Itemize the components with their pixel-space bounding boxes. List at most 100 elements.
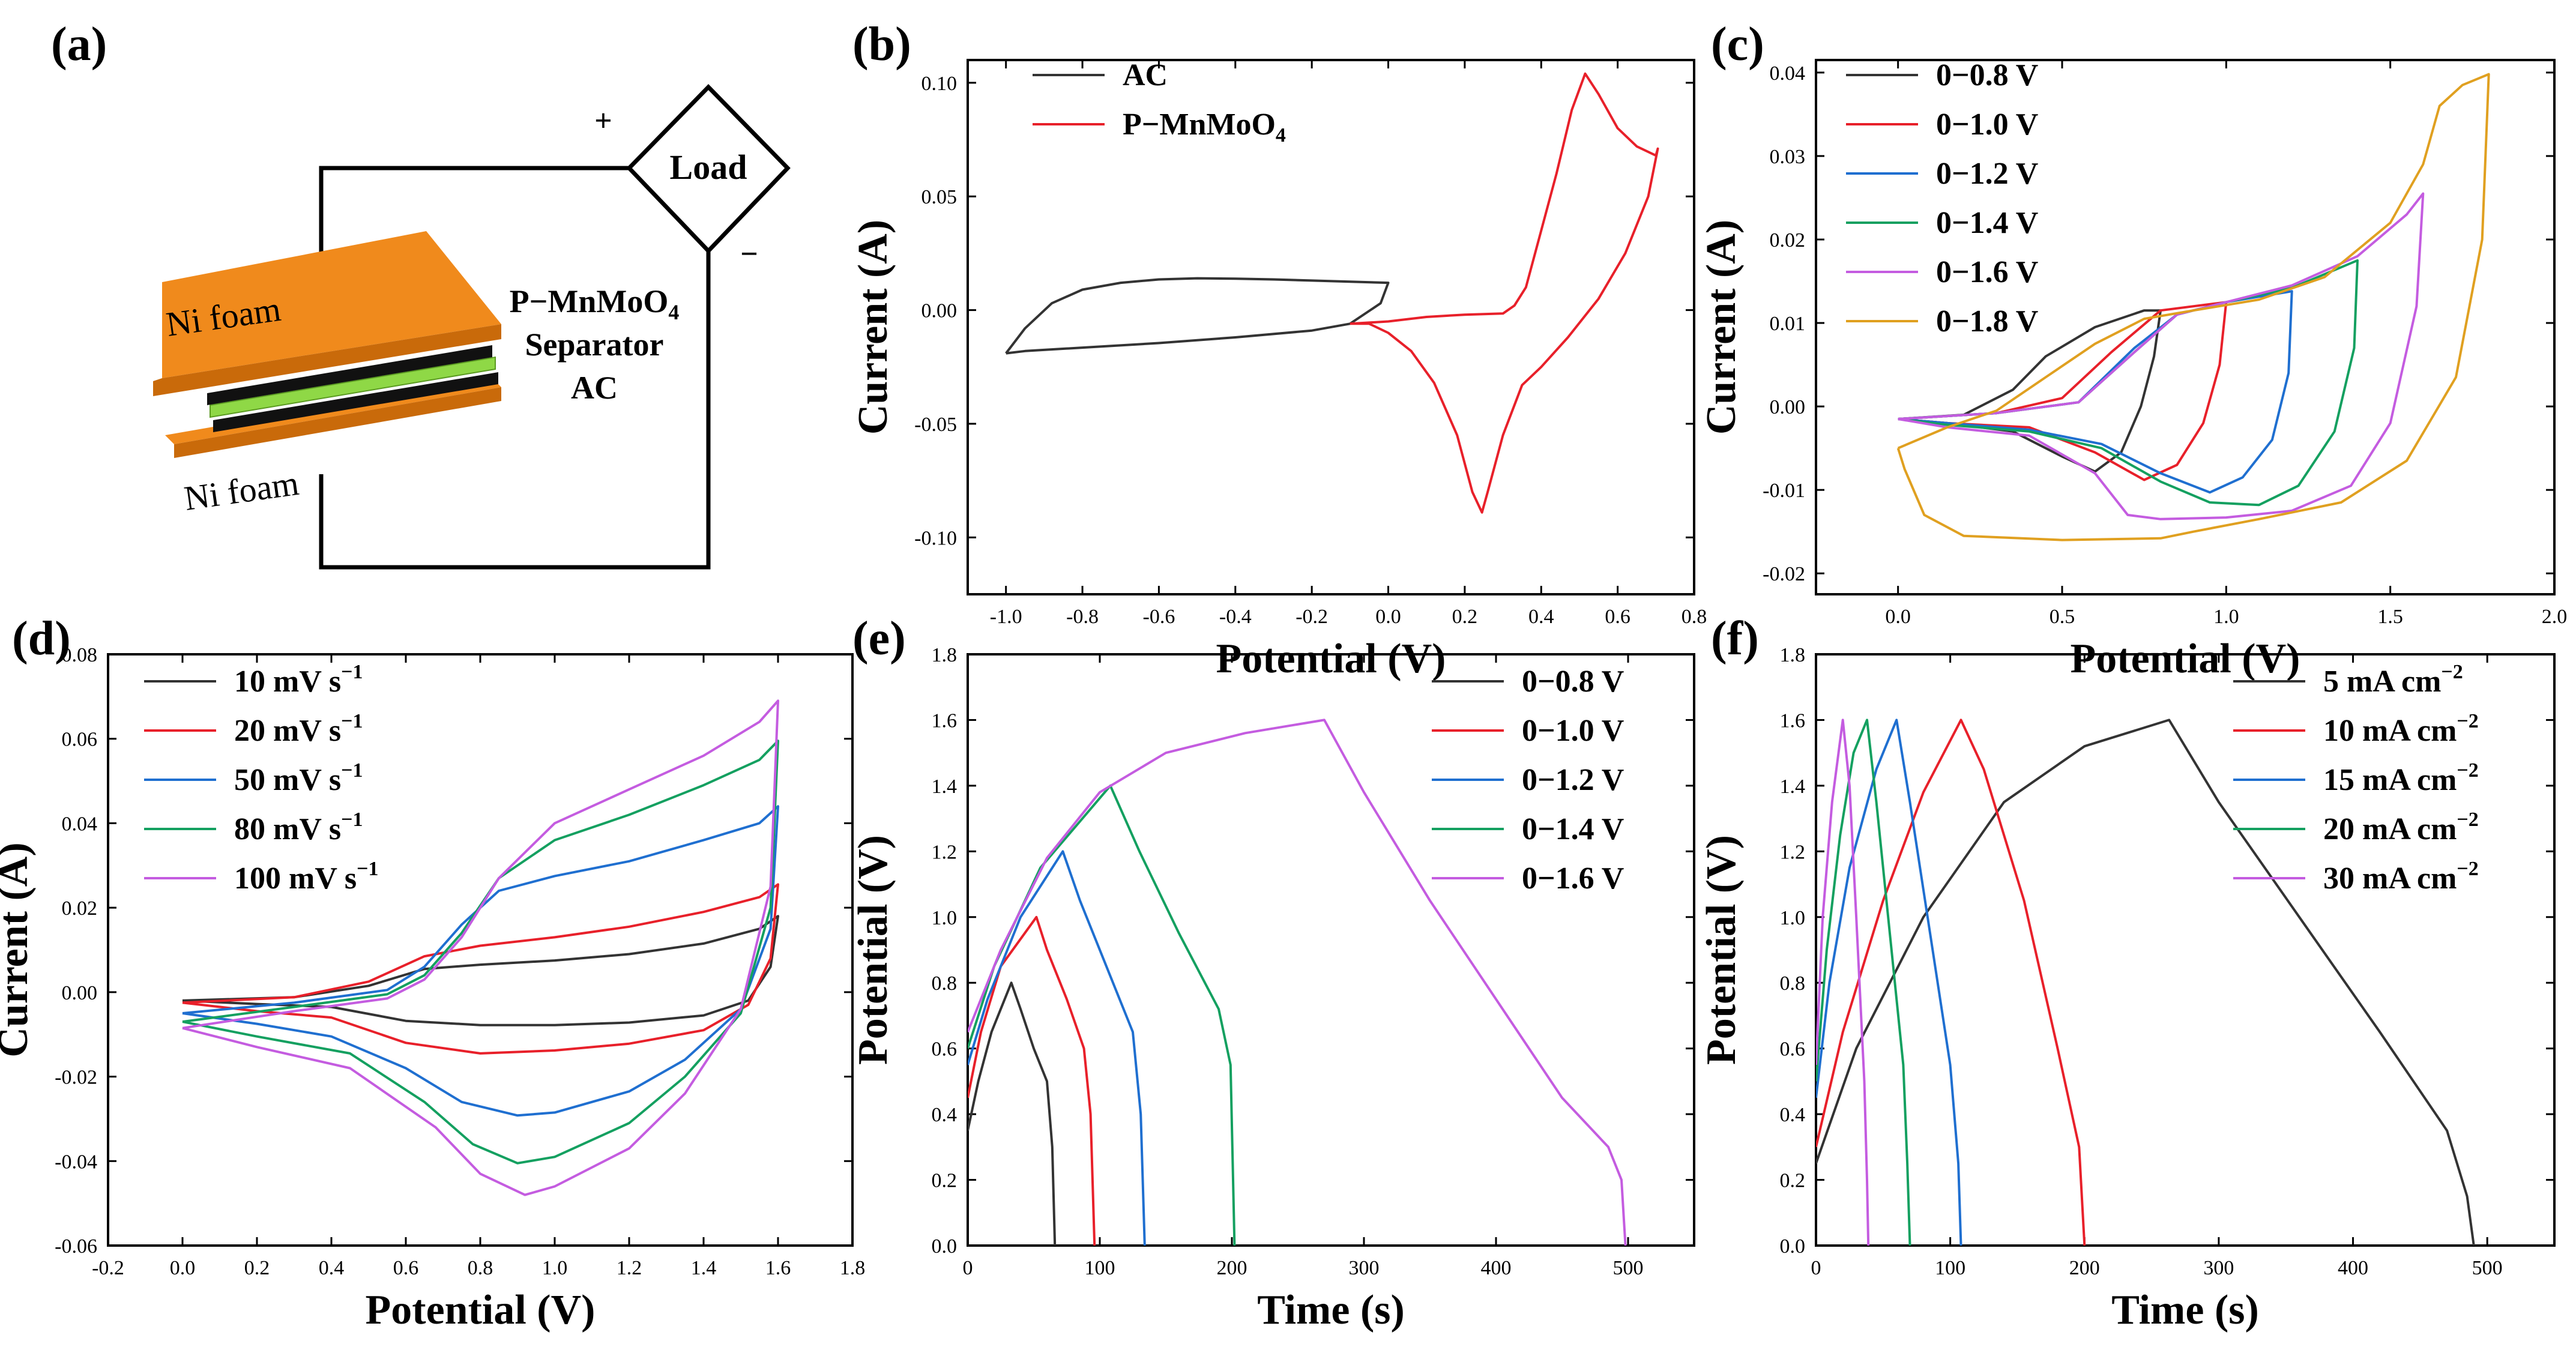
- x-tick-label-c: 1.0: [2213, 606, 2239, 628]
- x-tick-label-b: 0.6: [1605, 606, 1630, 628]
- y-tick-label-f: 0.6: [1780, 1038, 1806, 1061]
- x-axis-label-d: Potential (V): [366, 1287, 596, 1333]
- y-tick-label-c: 0.00: [1770, 396, 1806, 418]
- y-tick-label-e: 1.0: [932, 907, 958, 929]
- legend-label-f-20: 20 mA cm−2: [2323, 809, 2479, 846]
- series-line-e-0-1-2-v: [968, 850, 1146, 1246]
- x-tick-label-d: 1.2: [617, 1257, 642, 1279]
- y-tick-label-b: 0.00: [922, 300, 958, 322]
- legend-label-f-15: 15 mA cm−2: [2323, 759, 2479, 797]
- y-tick-label-e: 0.8: [932, 972, 958, 995]
- x-tick-label-c: 1.5: [2377, 606, 2403, 628]
- y-tick-label-f: 1.6: [1780, 710, 1806, 732]
- series-line-f-10: [1816, 719, 2086, 1246]
- legend-label-e-0-1-6-v: 0−1.6 V: [1522, 861, 1624, 896]
- x-tick-label-e: 500: [1613, 1257, 1644, 1279]
- plot-frame-c: [1815, 59, 2556, 595]
- series-line-c-0-1-2-v: [1898, 290, 2293, 494]
- legend-label-c-0-0-8-v: 0−0.8 V: [1936, 58, 2038, 92]
- x-tick-label-e: 400: [1481, 1257, 1512, 1279]
- mnmoo4-electrode-layer: [207, 345, 492, 405]
- x-axis-label-b: Potential (V): [1216, 636, 1446, 682]
- legend-label-c-0-1-6-v: 0−1.6 V: [1936, 255, 2038, 289]
- ac-electrode-layer: [213, 372, 498, 432]
- y-tick-label-b: 0.05: [922, 186, 958, 208]
- x-tick-label-d: 0.4: [319, 1257, 345, 1279]
- x-tick-label-f: 500: [2472, 1257, 2503, 1279]
- x-axis-label-f: Time (s): [2111, 1287, 2259, 1333]
- y-tick-label-c: 0.02: [1770, 229, 1806, 252]
- x-tick-label-d: 0.6: [393, 1257, 419, 1279]
- legend-label-e-0-1-4-v: 0−1.4 V: [1522, 812, 1624, 846]
- legend-label-d-20: 20 mV s−1: [234, 710, 363, 748]
- x-tick-label-d: 0.2: [244, 1257, 270, 1279]
- x-tick-label-b: 0.0: [1375, 606, 1401, 628]
- legend-label-c-0-1-4-v: 0−1.4 V: [1936, 206, 2038, 240]
- legend-label-d-80: 80 mV s−1: [234, 809, 363, 846]
- load-diamond: [626, 83, 791, 255]
- layer-label-separator: Separator: [525, 327, 664, 363]
- series-line-c-0-1-4-v: [1898, 259, 2359, 507]
- panel-letter-e: (e): [852, 612, 906, 665]
- y-axis-label-d: Current (A): [0, 842, 37, 1057]
- y-tick-label-e: 0.2: [932, 1170, 958, 1192]
- y-tick-label-e: 1.2: [932, 841, 958, 863]
- chart-f-gcd-current-densities: 0 100 200 300 400 500 0.0 0.2 0.4 0.6 0.8 1.0 1.2 1.4…: [1698, 644, 2556, 1333]
- legend-label-d-10: 10 mV s−1: [234, 661, 363, 699]
- y-tick-label-f: 1.4: [1780, 776, 1806, 798]
- bottom-ni-foam-label: Ni foam: [182, 463, 301, 518]
- legend-label-c-0-1-2-v: 0−1.2 V: [1936, 157, 2038, 191]
- x-tick-label-b: -0.4: [1219, 606, 1252, 628]
- x-tick-label-c: 0.0: [1885, 606, 1911, 628]
- chart-e-gcd-voltage-windows: 0 100 200 300 400 500 0.0 0.2 0.4 0.6 0.8 1.0 1.2 1.4…: [850, 644, 1695, 1333]
- legend-label-c-0-1-8-v: 0−1.8 V: [1936, 304, 2038, 339]
- panel-letter-a: (a): [51, 18, 107, 71]
- x-tick-label-b: -0.8: [1066, 606, 1099, 628]
- y-tick-label-b: 0.10: [922, 73, 958, 95]
- legend-label-f-5: 5 mA cm−2: [2323, 661, 2463, 699]
- y-tick-label-d: 0.02: [62, 897, 98, 920]
- y-tick-label-e: 0.4: [932, 1104, 958, 1126]
- x-tick-label-b: 0.8: [1682, 606, 1707, 628]
- series-line-e-0-1-6-v: [968, 719, 1627, 1246]
- x-axis-label-c: Potential (V): [2071, 636, 2300, 682]
- panel-letter-b: (b): [852, 18, 911, 71]
- legend-label-e-0-1-0-v: 0−1.0 V: [1522, 714, 1624, 748]
- x-tick-label-b: -0.2: [1296, 606, 1328, 628]
- y-tick-label-d: 0.06: [62, 729, 98, 751]
- y-tick-label-b: -0.10: [914, 527, 957, 549]
- y-tick-label-c: -0.02: [1763, 563, 1805, 585]
- x-tick-label-e: 300: [1349, 1257, 1380, 1279]
- y-tick-label-f: 0.8: [1780, 972, 1806, 995]
- x-tick-label-f: 200: [2069, 1257, 2100, 1279]
- series-line-c-0-0-8-v: [1898, 309, 2162, 473]
- x-tick-label-f: 0: [1811, 1257, 1821, 1279]
- y-axis-label-c: Current (A): [1698, 220, 1745, 435]
- x-tick-label-d: 1.6: [765, 1257, 791, 1279]
- y-tick-label-f: 0.4: [1780, 1104, 1806, 1126]
- x-tick-label-d: 1.4: [691, 1257, 717, 1279]
- separator-layer: [210, 356, 496, 418]
- y-tick-label-f: 0.0: [1780, 1235, 1806, 1258]
- x-tick-label-c: 0.5: [2050, 606, 2075, 628]
- chart-d-cv-scan-rates: -0.2 0.0 0.2 0.4 0.6 0.8 1.0 1.2 1.4 1.6 1.8 -0.06 -…: [0, 644, 865, 1333]
- legend-label-f-30: 30 mA cm−2: [2323, 858, 2479, 896]
- y-tick-label-d: 0.00: [62, 982, 98, 1004]
- x-tick-label-d: 0.0: [170, 1257, 196, 1279]
- series-line-b-ac: [1005, 277, 1390, 355]
- series-line-d-50: [182, 805, 779, 1117]
- x-tick-label-f: 100: [1935, 1257, 1965, 1279]
- chart-c-cv-voltage-windows: 0.0 0.5 1.0 1.5 2.0 -0.02 -0.01 0.00 0.01 0.02 0.0…: [1698, 58, 2567, 682]
- y-tick-label-e: 0.0: [932, 1235, 958, 1258]
- x-tick-label-f: 300: [2203, 1257, 2234, 1279]
- plot-frame-e: [967, 653, 1695, 1247]
- series-line-c-0-1-6-v: [1898, 192, 2425, 520]
- y-tick-label-b: -0.05: [914, 414, 957, 436]
- series-line-d-100: [182, 699, 779, 1196]
- panel-a-diagram: (a) Load + − Ni foam Ni foam P−MnMoO4 Se…: [51, 18, 791, 570]
- plot-frame-b: [967, 59, 1695, 595]
- y-tick-label-f: 0.2: [1780, 1170, 1806, 1192]
- circuit-wire-negative: [319, 251, 711, 570]
- x-tick-label-b: 0.2: [1452, 606, 1478, 628]
- legend-label-b-p-mnmoo4: P−MnMoO4: [1123, 107, 1286, 146]
